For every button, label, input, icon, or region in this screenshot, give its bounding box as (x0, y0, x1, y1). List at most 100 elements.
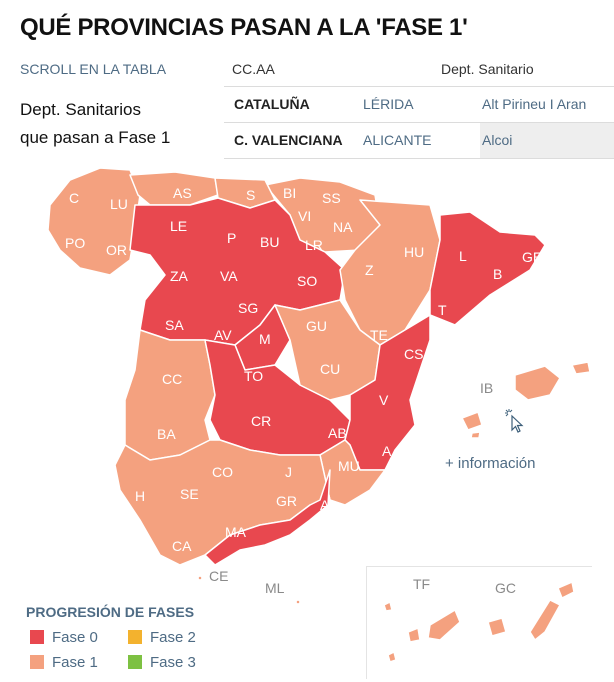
map-label: AL (320, 497, 338, 513)
map-label: LU (110, 196, 128, 212)
spain-map[interactable] (0, 150, 614, 682)
map-label: V (379, 392, 389, 408)
legend-label: Fase 1 (52, 654, 98, 671)
region-canarias-w1 (387, 651, 397, 663)
map-label: AS (173, 185, 192, 201)
map-label: AV (214, 327, 232, 343)
table-row[interactable]: C. VALENCIANA ALICANTE Alcoi (224, 122, 614, 159)
region-menorca (571, 361, 591, 375)
region-canarias-gc (487, 617, 507, 637)
map-label: OR (106, 242, 127, 258)
table-subtitle: Dept. Sanitarios que pasan a Fase 1 (20, 96, 170, 152)
map-label: CU (320, 361, 341, 377)
map-label: Z (365, 262, 374, 278)
map-label: GE (522, 249, 543, 265)
map-label: GR (276, 493, 297, 509)
legend-title: PROGRESIÓN DE FASES (26, 604, 195, 620)
region-canarias-fv (529, 599, 561, 641)
map-label: AB (328, 425, 347, 441)
map-label: CC (162, 371, 183, 387)
map-label: TE (370, 327, 388, 343)
cell-provincia: ALICANTE (363, 132, 432, 148)
map-label: B (493, 266, 503, 282)
region-canarias-lz (557, 581, 575, 599)
more-info-link[interactable]: + información (445, 455, 536, 472)
legend-swatch (30, 630, 44, 644)
region-galicia (47, 167, 141, 276)
region-asturias (129, 171, 219, 206)
map-label: MU (338, 458, 360, 474)
map-label: SA (165, 317, 184, 333)
map-label: ML (265, 580, 285, 596)
legend-swatch (30, 655, 44, 669)
legend-item-fase-0: Fase 0 (30, 629, 98, 646)
map-label: TF (413, 576, 431, 592)
legend-label: Fase 2 (150, 629, 196, 646)
map-label: S (246, 187, 256, 203)
map-label: BU (260, 234, 280, 250)
region-canarias-tf (427, 609, 461, 641)
pointer-icon (504, 408, 528, 439)
table-header-ccaa[interactable]: CC.AA (232, 61, 275, 77)
subtitle-line-1: Dept. Sanitarios (20, 100, 141, 119)
cell-dept: Alt Pirineu I Aran (482, 96, 587, 112)
map-label: VI (298, 208, 312, 224)
region-ibiza (461, 411, 483, 431)
table-header-dept[interactable]: Dept. Sanitario (441, 61, 534, 77)
map-label: CS (404, 346, 424, 362)
map-label: M (259, 331, 271, 347)
map-label: L (459, 248, 467, 264)
map-label: J (285, 464, 292, 480)
map-label: T (438, 302, 447, 318)
map-label: BI (283, 185, 297, 201)
map-label: LE (170, 218, 188, 234)
map-label: PO (65, 235, 86, 251)
region-valencia (344, 314, 431, 471)
map-label: IB (480, 380, 494, 396)
dept-table[interactable]: CATALUÑA LÉRIDA Alt Pirineu I Aran C. VA… (224, 86, 614, 159)
legend-swatch (128, 655, 142, 669)
map-label: SS (322, 190, 341, 206)
legend-label: Fase 0 (52, 629, 98, 646)
cell-dept: Alcoi (482, 132, 513, 148)
row-highlight (480, 123, 614, 158)
map-label: HU (404, 244, 425, 260)
map-label: P (227, 230, 237, 246)
subtitle-line-2: que pasan a Fase 1 (20, 128, 171, 147)
region-canarias-w2 (383, 601, 393, 612)
legend-swatch (128, 630, 142, 644)
region-granada-malaga (204, 469, 331, 566)
map-label: TO (244, 368, 264, 384)
map-label: VA (220, 268, 238, 284)
cell-ccaa: C. VALENCIANA (234, 132, 343, 148)
legend-item-fase-3: Fase 3 (128, 654, 196, 671)
map-label: LR (305, 237, 323, 253)
region-murcia (319, 439, 386, 506)
region-canarias-g (407, 627, 421, 643)
map-label: ZA (170, 268, 188, 284)
map-label: MA (225, 524, 246, 540)
map-label: CO (212, 464, 233, 480)
map-label: A (382, 443, 392, 459)
legend-item-fase-1: Fase 1 (30, 654, 98, 671)
legend-item-fase-2: Fase 2 (128, 629, 196, 646)
cell-ccaa: CATALUÑA (234, 96, 310, 112)
canary-inset-frame (366, 566, 592, 679)
map-label: SG (238, 300, 259, 316)
map-label: H (135, 488, 146, 504)
map-label: GC (495, 580, 516, 596)
legend-label: Fase 3 (150, 654, 196, 671)
map-label: C (69, 190, 80, 206)
scroll-table-label: SCROLL EN LA TABLA (20, 61, 167, 77)
map-label: NA (333, 219, 353, 235)
region-cataluna (429, 211, 546, 326)
map-label: SE (180, 486, 199, 502)
map-label: GU (306, 318, 327, 334)
map-label: BA (157, 426, 176, 442)
region-melilla (295, 599, 301, 605)
region-ceuta (197, 575, 203, 581)
map-label: SO (297, 273, 318, 289)
map-label: CR (251, 413, 272, 429)
cell-provincia: LÉRIDA (363, 96, 414, 112)
table-row[interactable]: CATALUÑA LÉRIDA Alt Pirineu I Aran (224, 86, 614, 122)
